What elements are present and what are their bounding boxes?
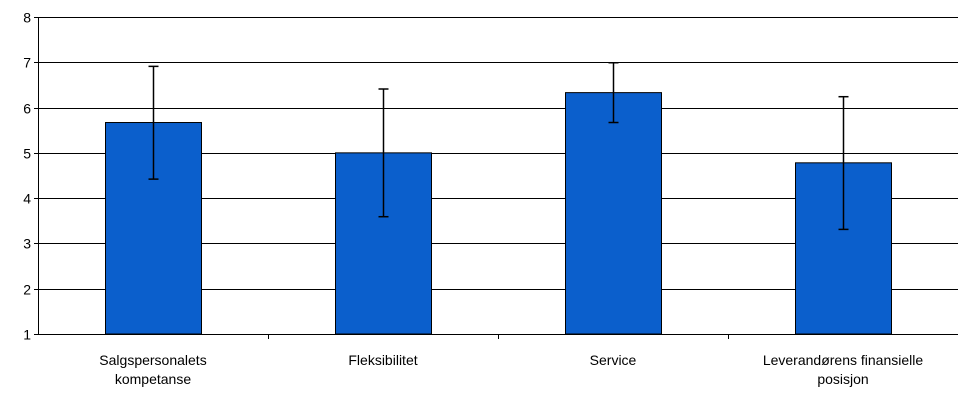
y-tick-label: 6 bbox=[23, 101, 31, 117]
y-tick-label: 5 bbox=[23, 146, 31, 162]
bar bbox=[565, 92, 662, 335]
y-tick-label: 7 bbox=[23, 55, 31, 71]
y-tick-label: 1 bbox=[23, 327, 31, 343]
x-category-label: Fleksibilitet bbox=[348, 352, 417, 368]
error-bars bbox=[148, 61, 849, 231]
bars bbox=[105, 92, 892, 335]
y-tick-label: 3 bbox=[23, 236, 31, 252]
axis-labels: 1 2 3 4 5 6 7 8 Salgspersonalets kompetanse Fleksi… bbox=[23, 10, 923, 388]
x-category-label: Salgspersonalets kompetanse bbox=[99, 352, 206, 387]
x-category-label: Leverandørens finansielle posisjon bbox=[763, 352, 924, 387]
y-tick-label: 2 bbox=[23, 282, 31, 298]
x-category-label: Service bbox=[590, 352, 637, 368]
y-tick-label: 4 bbox=[23, 191, 31, 207]
axes bbox=[34, 17, 958, 339]
y-tick-label: 8 bbox=[23, 10, 31, 26]
